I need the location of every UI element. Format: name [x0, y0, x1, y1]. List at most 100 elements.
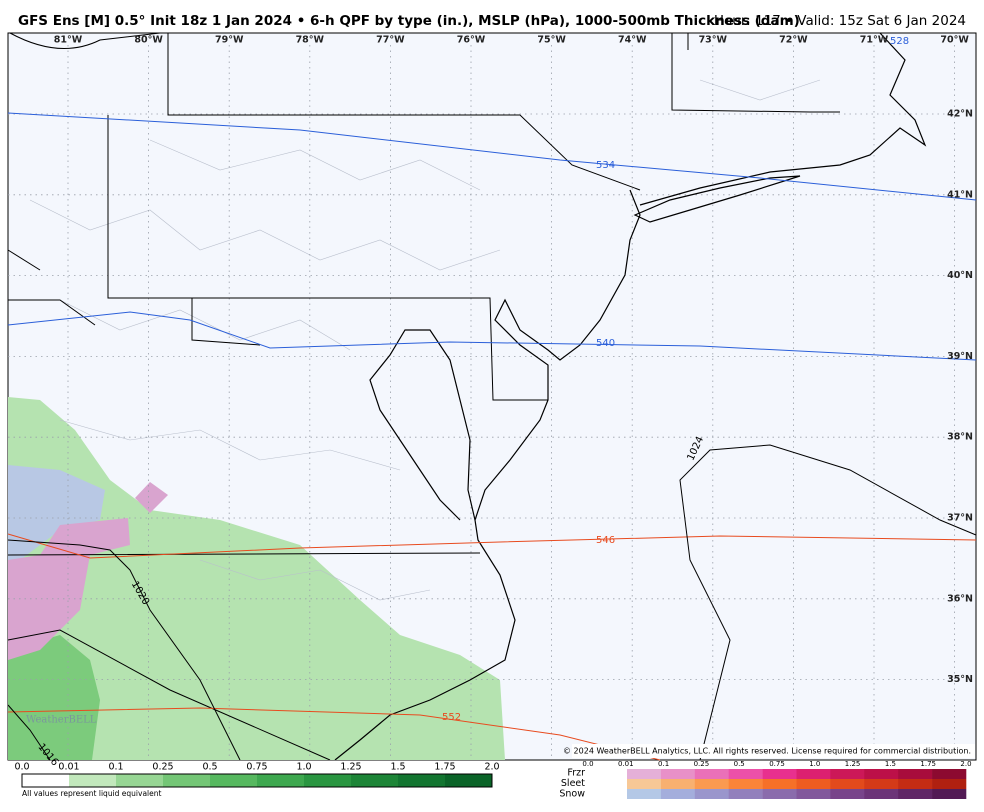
rain-swatch: [398, 774, 445, 787]
type-swatch: [627, 779, 662, 789]
type-swatch: [660, 769, 696, 779]
type-scale-label: 0.5: [734, 760, 745, 768]
legend: 0.0 0.01 0.1 0.25 0.5 0.75 1.0 1.25 1.5 1.75 2.0 Fr…: [14, 760, 971, 800]
type-swatch: [694, 769, 729, 779]
contour-label: 540: [596, 338, 615, 349]
rain-scale-label: 0.75: [246, 762, 267, 773]
type-scale-label: 1.25: [845, 760, 861, 768]
type-scale-label: 0.75: [769, 760, 785, 768]
type-swatch: [728, 769, 763, 779]
type-swatch: [864, 779, 899, 789]
lat-label: 39°N: [947, 351, 973, 362]
type-swatch: [762, 779, 797, 789]
lon-label: 71°W: [860, 35, 889, 46]
header-title: GFS Ens [M] 0.5° Init 18z 1 Jan 2024 • 6…: [18, 13, 800, 29]
type-name: Snow: [559, 789, 585, 800]
rain-scale-label: 2.0: [484, 762, 499, 773]
type-swatch: [830, 779, 865, 789]
type-swatch: [762, 789, 797, 799]
legend-note: All values represent liquid equivalent: [22, 789, 161, 798]
contour-label: 528: [890, 36, 909, 47]
lat-label: 36°N: [947, 593, 973, 604]
lat-label: 35°N: [947, 674, 973, 685]
boundaries: [7, 32, 927, 761]
lon-label: 76°W: [457, 35, 486, 46]
lon-label: 81°W: [54, 35, 83, 46]
rain-swatch: [257, 774, 304, 787]
rain-scale-label: 0.1: [108, 762, 123, 773]
type-swatch: [898, 779, 933, 789]
type-swatch: [898, 789, 933, 799]
type-swatch: [898, 769, 933, 779]
type-swatch: [694, 789, 729, 799]
type-swatch: [830, 789, 865, 799]
rain-swatch: [445, 774, 492, 787]
rain-bar-frame: [21, 773, 493, 788]
type-swatch: [864, 769, 899, 779]
rain-scale-label: 1.25: [340, 762, 361, 773]
rain-swatch: [69, 774, 116, 787]
rain-swatch: [22, 774, 69, 787]
lat-label: 38°N: [947, 432, 973, 443]
type-scale-label: 2.0: [960, 760, 971, 768]
type-swatch: [728, 789, 763, 799]
type-swatch: [932, 779, 967, 789]
county-lines: [29, 79, 821, 601]
type-swatch: [864, 789, 899, 799]
copyright-bg: [572, 744, 975, 758]
type-scale-label: 0.0: [582, 760, 593, 768]
lon-label: 77°W: [376, 35, 405, 46]
contour-label: 552: [442, 712, 461, 723]
lon-label: 74°W: [618, 35, 647, 46]
rain-swatch: [116, 774, 163, 787]
rain-scale-label: 1.75: [434, 762, 455, 773]
rain-scale-label: 1.0: [296, 762, 311, 773]
type-scale-label: 0.1: [658, 760, 669, 768]
lat-label: 40°N: [947, 270, 973, 281]
type-swatch: [728, 779, 763, 789]
rain-swatch: [304, 774, 351, 787]
lon-label: 78°W: [296, 35, 325, 46]
rain-swatch: [351, 774, 398, 787]
graticule: [8, 45, 955, 760]
lat-label: 41°N: [947, 189, 973, 200]
type-swatch: [627, 789, 662, 799]
watermark: WeatherBELL: [26, 715, 97, 726]
rain-scale-label: 1.5: [390, 762, 405, 773]
type-swatch: [932, 769, 967, 779]
copyright: © 2024 WeatherBELL Analytics, LLC. All r…: [563, 747, 971, 756]
type-name: Sleet: [561, 778, 585, 789]
lon-label: 80°W: [134, 35, 163, 46]
rain-scale-label: 0.25: [152, 762, 173, 773]
contours: [7, 112, 977, 761]
lon-label: 73°W: [699, 35, 728, 46]
type-scale-label: 1.0: [809, 760, 820, 768]
type-swatch: [830, 769, 865, 779]
rain-swatch: [163, 774, 210, 787]
lon-label: 79°W: [215, 35, 244, 46]
lat-label: 42°N: [947, 109, 973, 120]
type-swatch: [932, 789, 967, 799]
type-swatch: [660, 779, 696, 789]
type-swatch: [762, 769, 797, 779]
type-swatch: [694, 779, 729, 789]
type-scale-label: 1.75: [920, 760, 936, 768]
type-scale-label: 0.25: [694, 760, 710, 768]
type-scale-label: 1.5: [885, 760, 896, 768]
lon-label: 72°W: [779, 35, 808, 46]
type-swatch: [796, 789, 831, 799]
rain-swatch: [210, 774, 257, 787]
contour-label: 546: [596, 535, 615, 546]
type-swatch: [660, 789, 696, 799]
rain-scale-label: 0.01: [58, 762, 79, 773]
lon-label: 75°W: [537, 35, 566, 46]
header-valid: Hour: 117 • Valid: 15z Sat 6 Jan 2024: [714, 13, 966, 29]
lon-label: 70°W: [940, 35, 969, 46]
type-swatch: [796, 779, 831, 789]
rain-scale-label: 0.0: [14, 762, 29, 773]
type-swatch: [796, 769, 831, 779]
type-scale-label: 0.01: [618, 760, 634, 768]
type-name: Frzr: [567, 768, 585, 779]
